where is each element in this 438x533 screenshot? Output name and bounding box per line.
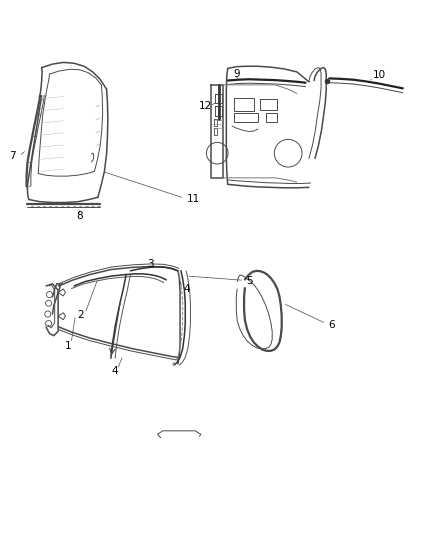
Text: 5: 5 [246,276,253,286]
Text: 12: 12 [198,101,212,111]
Text: 8: 8 [77,211,83,221]
Text: 2: 2 [77,310,84,320]
Text: 4: 4 [111,366,118,376]
Text: 9: 9 [233,69,240,79]
Text: 7: 7 [9,151,16,161]
Text: 1: 1 [64,341,71,351]
Text: 6: 6 [328,320,335,330]
Text: 3: 3 [147,259,154,269]
Text: 10: 10 [372,70,385,80]
Text: 4: 4 [183,284,190,294]
Text: 11: 11 [187,195,200,205]
